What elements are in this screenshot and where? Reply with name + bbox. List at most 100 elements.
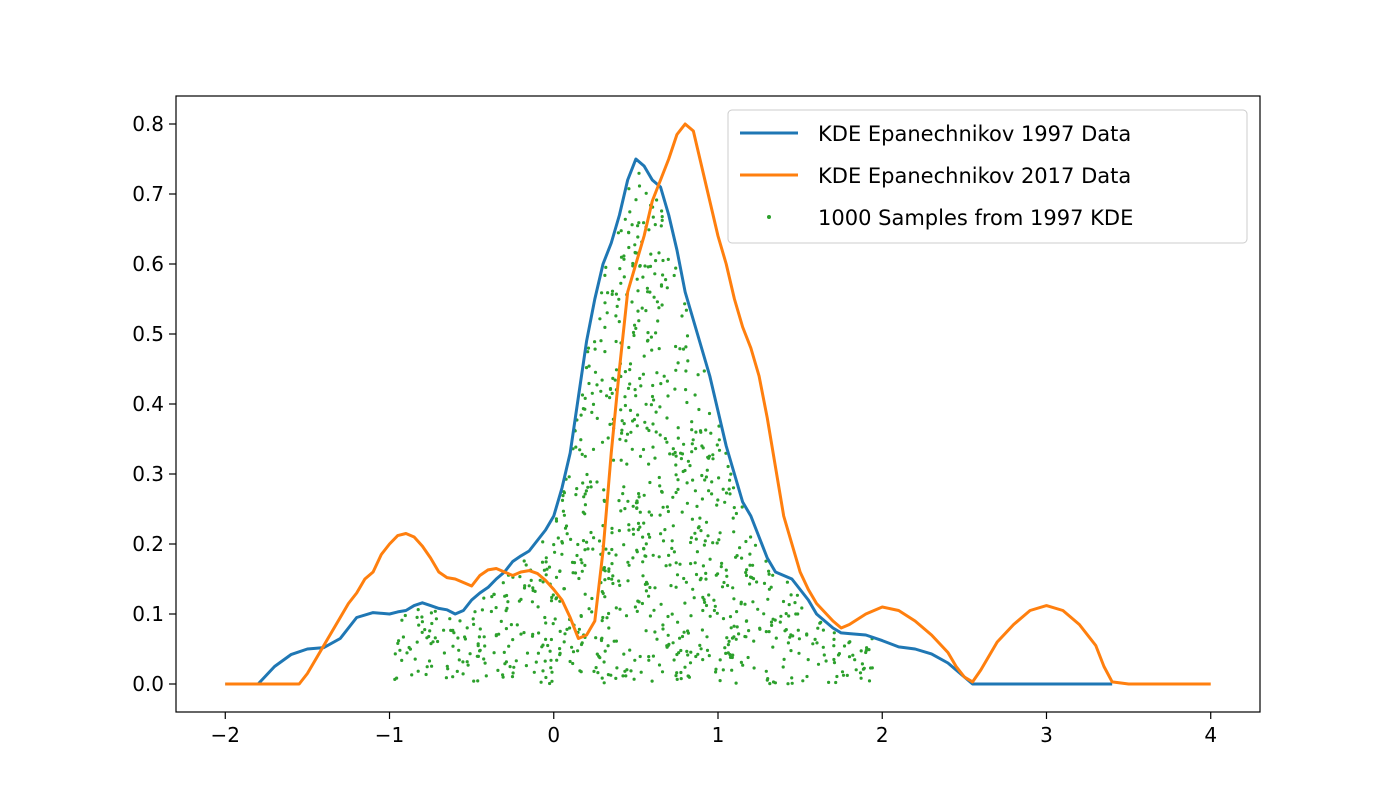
sample-point: [747, 629, 751, 633]
sample-point: [434, 617, 438, 621]
sample-point: [606, 673, 611, 677]
sample-point: [544, 556, 548, 560]
sample-point: [715, 541, 719, 545]
sample-point: [544, 560, 548, 564]
sample-point: [598, 317, 602, 321]
sample-point: [695, 550, 700, 554]
sample-point: [755, 580, 759, 584]
sample-point: [641, 275, 645, 279]
sample-point: [705, 468, 709, 472]
sample-point: [661, 505, 665, 509]
sample-point: [694, 654, 698, 659]
sample-point: [584, 489, 589, 493]
sample-point: [643, 264, 647, 268]
x-tick-label: 0: [547, 723, 560, 747]
sample-point: [482, 635, 486, 639]
sample-point: [684, 580, 689, 584]
sample-point: [811, 642, 815, 646]
sample-point: [720, 561, 724, 566]
sample-point: [708, 614, 712, 618]
sample-point: [738, 546, 742, 550]
sample-point: [631, 527, 635, 531]
sample-point: [719, 565, 723, 569]
sample-point: [619, 408, 623, 412]
sample-point: [751, 600, 755, 604]
sample-point: [468, 652, 472, 656]
sample-point: [534, 660, 538, 664]
sample-point: [433, 609, 437, 613]
sample-point: [651, 422, 655, 426]
sample-point: [632, 677, 636, 681]
sample-point: [707, 411, 712, 416]
sample-point: [693, 489, 698, 493]
sample-point: [673, 387, 677, 391]
sample-point: [707, 593, 711, 597]
sample-point: [627, 187, 631, 191]
sample-point: [647, 510, 651, 514]
sample-point: [562, 490, 566, 494]
sample-point: [643, 554, 647, 558]
sample-point: [661, 539, 666, 543]
sample-point: [583, 503, 588, 507]
sample-point: [721, 617, 726, 621]
sample-point: [650, 348, 654, 352]
sample-point: [676, 426, 680, 430]
sample-point: [659, 224, 663, 228]
sample-point: [602, 660, 606, 664]
sample-point: [767, 572, 771, 576]
sample-point: [594, 666, 598, 670]
sample-point: [818, 621, 822, 625]
sample-point: [449, 628, 453, 633]
sample-point: [611, 458, 616, 462]
sample-point: [592, 669, 596, 674]
sample-point: [550, 679, 554, 683]
sample-point: [847, 641, 851, 645]
sample-point: [606, 436, 610, 440]
sample-point: [653, 586, 657, 590]
sample-point: [779, 614, 783, 618]
sample-point: [644, 542, 648, 546]
sample-point: [679, 451, 683, 455]
sample-point: [503, 594, 507, 598]
sample-point: [642, 493, 646, 497]
sample-point: [649, 403, 654, 407]
sample-point: [579, 438, 583, 442]
sample-point: [553, 617, 557, 621]
sample-point: [622, 254, 626, 258]
sample-point: [622, 275, 626, 279]
sample-point: [787, 614, 791, 618]
sample-point: [661, 627, 665, 631]
sample-point: [726, 643, 731, 647]
sample-point: [827, 680, 831, 685]
sample-point: [767, 569, 771, 573]
sample-point: [548, 681, 552, 686]
sample-point: [643, 420, 647, 424]
sample-point: [821, 628, 826, 632]
sample-point: [609, 673, 613, 677]
sample-point: [696, 652, 700, 656]
sample-point: [669, 584, 673, 588]
sample-point: [540, 560, 545, 564]
sample-point: [678, 562, 682, 566]
sample-point: [510, 675, 515, 679]
sample-point: [568, 626, 572, 630]
sample-point: [689, 614, 693, 618]
sample-point: [614, 339, 618, 344]
sample-point: [711, 541, 715, 545]
sample-point: [645, 426, 649, 430]
sample-point: [815, 641, 819, 645]
sample-point: [672, 658, 676, 662]
sample-point: [544, 621, 548, 625]
sample-point: [583, 454, 587, 458]
sample-point: [590, 391, 594, 395]
sample-point: [654, 259, 658, 263]
sample-point: [680, 510, 684, 514]
sample-point: [731, 516, 735, 520]
sample-point: [683, 601, 687, 605]
sample-point: [603, 499, 607, 503]
sample-point: [630, 300, 634, 304]
sample-point: [429, 642, 433, 646]
sample-point: [471, 617, 475, 621]
sample-point: [658, 513, 662, 517]
x-tick-label: 4: [1204, 723, 1217, 747]
